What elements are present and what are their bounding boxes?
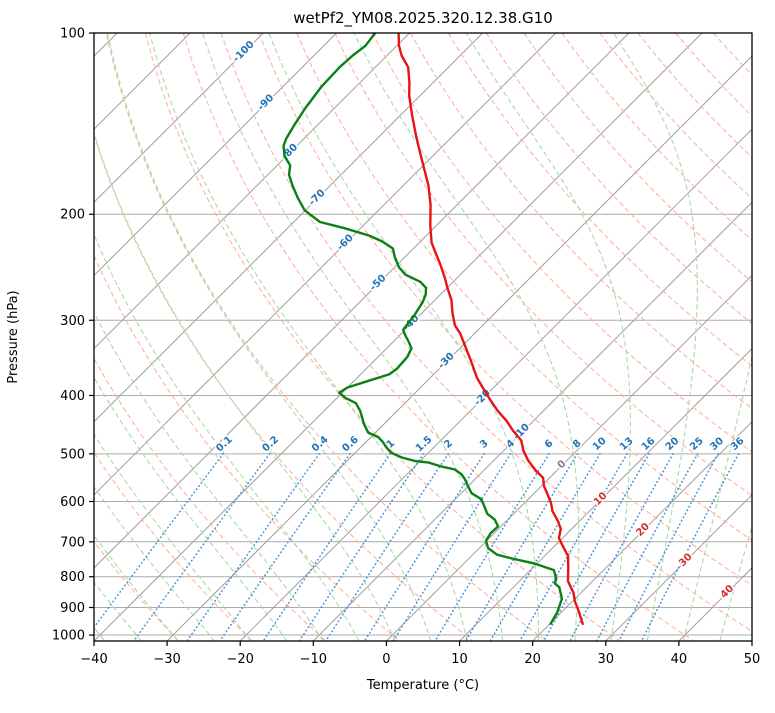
mixing-ratio-label: 0.6 xyxy=(340,434,361,454)
pressure-tick-label: 800 xyxy=(60,570,85,585)
temperature-tick-label: −30 xyxy=(153,652,180,667)
temperature-tick-label: 40 xyxy=(671,652,688,667)
x-axis-label: Temperature (°C) xyxy=(366,678,479,693)
temperature-tick-label: 50 xyxy=(744,652,761,667)
mixing-ratio-label: 20 xyxy=(664,436,682,454)
pressure-tick-label: 700 xyxy=(60,535,85,550)
temperature-tick-label: 10 xyxy=(451,652,468,667)
pressure-tick-label: 1000 xyxy=(52,629,85,644)
mixing-ratio-label: 1.5 xyxy=(414,434,435,454)
pressure-gridlines xyxy=(94,33,752,636)
temperature-tick-label: −10 xyxy=(300,652,327,667)
mixing-ratio-label: 0.1 xyxy=(214,434,235,454)
mixing-ratio-label: 2 xyxy=(442,438,455,451)
mixing-ratio-label: 13 xyxy=(618,436,636,454)
mixing-ratio-label: 16 xyxy=(640,436,658,454)
pressure-tick-label: 200 xyxy=(60,208,85,223)
pressure-tick-label: 100 xyxy=(60,27,85,42)
dry-adiabat-lines xyxy=(94,33,752,641)
pressure-tick-label: 900 xyxy=(60,601,85,616)
mixing-ratio-label: 0.2 xyxy=(261,434,282,454)
mixing-ratio-labels: 0.1 0.2 0.4 0.6 1 1.5 2 3 4 6 8 10 13 16 20 25 30 36 xyxy=(213,433,748,456)
temperature-tick-label: 30 xyxy=(598,652,615,667)
moist-adiabat-lines xyxy=(94,33,752,641)
dewpoint-curve xyxy=(282,33,564,625)
temperature-curve xyxy=(397,33,584,625)
sounding-curves xyxy=(282,33,584,625)
mixing-ratio-lines xyxy=(94,453,740,641)
y-axis-label: Pressure (hPa) xyxy=(6,290,21,383)
chart-title: wetPf2_YM08.2025.320.12.38.G10 xyxy=(293,9,552,28)
temperature-tick-label: −40 xyxy=(80,652,107,667)
pressure-tick-label: 500 xyxy=(60,447,85,462)
temperature-tick-label: 20 xyxy=(524,652,541,667)
isotherm-lines xyxy=(94,33,752,641)
mixing-ratio-label: 36 xyxy=(729,436,747,454)
mixing-ratio-label: 10 xyxy=(591,436,609,454)
mixing-ratio-label: 3 xyxy=(478,438,491,451)
pressure-tick-label: 400 xyxy=(60,389,85,404)
temperature-tick-label: −20 xyxy=(227,652,254,667)
pressure-tick-label: 600 xyxy=(60,495,85,510)
temperature-tick-label: 0 xyxy=(382,652,390,667)
mixing-ratio-label: 6 xyxy=(543,438,556,451)
pressure-tick-label: 300 xyxy=(60,314,85,329)
